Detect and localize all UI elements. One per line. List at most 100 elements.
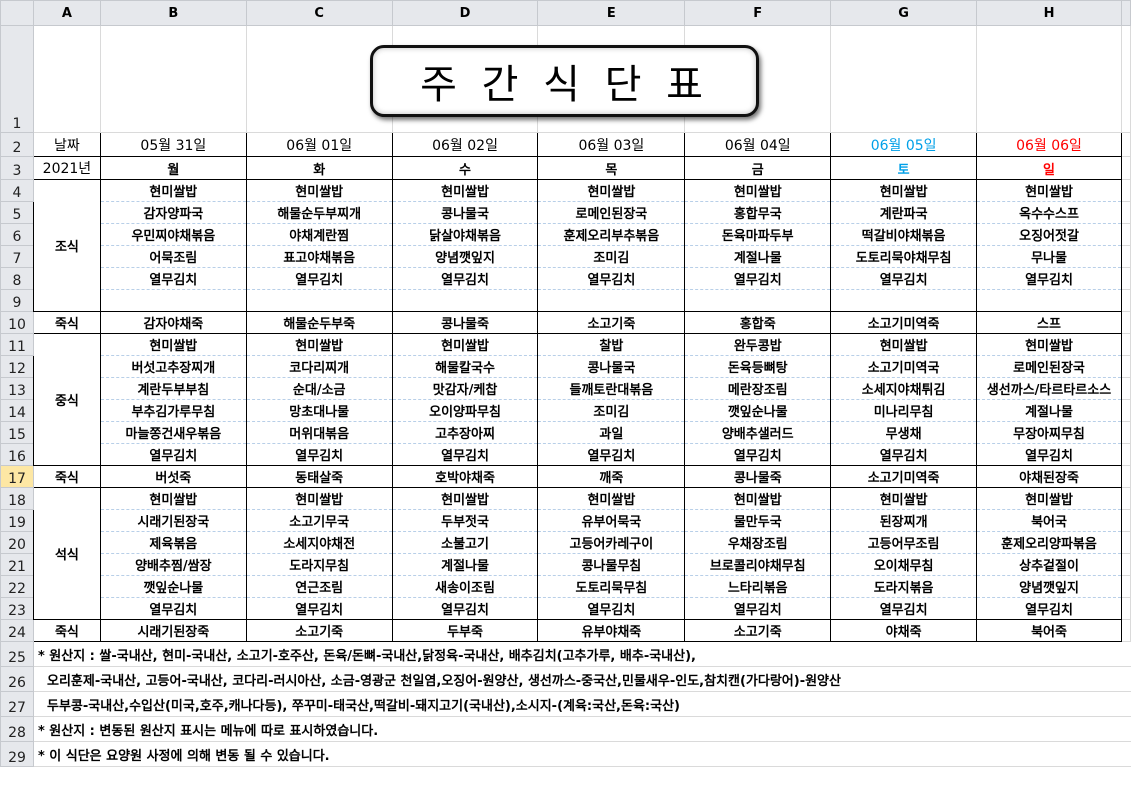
origin-note[interactable]: 두부콩-국내산,수입산(미국,호주,캐나다등), 쭈꾸미-태국산,떡갈비-돼지고…	[33, 691, 1131, 717]
menu-item-cell[interactable]: 열무김치	[976, 267, 1122, 290]
menu-item-cell[interactable]: 양념깻잎지	[976, 575, 1122, 598]
menu-item-cell[interactable]	[976, 289, 1122, 312]
menu-item-cell[interactable]: 상추겉절이	[976, 553, 1122, 576]
menu-item-cell[interactable]: 북어죽	[976, 619, 1122, 642]
menu-item-cell[interactable]: 새송이조림	[391, 575, 539, 598]
menu-item-cell[interactable]: 오이양파무침	[391, 399, 539, 422]
origin-note[interactable]: 오리훈제-국내산, 고등어-국내산, 코다리-러시아산, 소금-영광군 천일염,…	[33, 666, 1131, 692]
row-header[interactable]: 18	[0, 487, 34, 510]
menu-item-cell[interactable]: 현미쌀밥	[391, 487, 539, 510]
empty-cell[interactable]	[1120, 553, 1131, 576]
menu-item-cell[interactable]	[537, 289, 686, 312]
menu-item-cell[interactable]: 부추김가루무침	[99, 399, 247, 422]
menu-item-cell[interactable]: 된장찌개	[830, 509, 978, 532]
menu-item-cell[interactable]: 현미쌀밥	[830, 179, 978, 202]
menu-item-cell[interactable]: 오징어젓갈	[976, 223, 1122, 246]
empty-cell[interactable]	[1120, 575, 1131, 598]
menu-item-cell[interactable]: 도토리묵무침	[537, 575, 686, 598]
origin-note[interactable]: * 이 식단은 요양원 사정에 의해 변동 될 수 있습니다.	[33, 741, 1131, 767]
menu-item-cell[interactable]: 두부죽	[391, 619, 539, 642]
menu-item-cell[interactable]: 해물순두부죽	[245, 311, 393, 334]
menu-item-cell[interactable]: 마늘쫑건새우볶음	[99, 421, 247, 444]
menu-item-cell[interactable]: 열무김치	[830, 267, 978, 290]
row-header[interactable]: 9	[0, 289, 34, 312]
menu-item-cell[interactable]: 로메인된장국	[537, 201, 686, 224]
menu-item-cell[interactable]	[391, 289, 539, 312]
menu-item-cell[interactable]: 돈육등뼈탕	[684, 355, 832, 378]
menu-item-cell[interactable]: 과일	[537, 421, 686, 444]
empty-cell[interactable]	[1120, 289, 1131, 312]
column-header-D[interactable]: D	[391, 0, 539, 26]
column-header-overflow[interactable]	[1120, 0, 1131, 26]
row-header[interactable]: 15	[0, 421, 34, 444]
row-header[interactable]: 27	[0, 691, 34, 717]
menu-item-cell[interactable]: 소세지야채튀김	[830, 377, 978, 400]
row-header[interactable]: 6	[0, 223, 34, 246]
row-header[interactable]: 26	[0, 666, 34, 692]
row-header[interactable]: 20	[0, 531, 34, 554]
empty-cell[interactable]	[99, 25, 247, 133]
empty-cell[interactable]	[1120, 377, 1131, 400]
menu-item-cell[interactable]: 열무김치	[391, 597, 539, 620]
empty-cell[interactable]	[1120, 465, 1131, 488]
meal-label[interactable]: 조식	[32, 179, 101, 312]
row-header[interactable]: 22	[0, 575, 34, 598]
menu-item-cell[interactable]: 열무김치	[99, 443, 247, 466]
menu-item-cell[interactable]: 열무김치	[245, 267, 393, 290]
weekday-cell[interactable]: 화	[245, 156, 393, 180]
row-header[interactable]: 11	[0, 333, 34, 356]
menu-item-cell[interactable]: 계절나물	[391, 553, 539, 576]
empty-cell[interactable]	[1120, 443, 1131, 466]
menu-item-cell[interactable]: 찰밥	[537, 333, 686, 356]
column-header-F[interactable]: F	[684, 0, 832, 26]
meal-label[interactable]: 죽식	[32, 619, 101, 642]
menu-item-cell[interactable]: 미나리무침	[830, 399, 978, 422]
menu-item-cell[interactable]: 콩나물죽	[391, 311, 539, 334]
menu-item-cell[interactable]: 감자야채죽	[99, 311, 247, 334]
date-label[interactable]: 날짜	[32, 132, 101, 157]
menu-item-cell[interactable]: 동태살죽	[245, 465, 393, 488]
row-header[interactable]: 12	[0, 355, 34, 378]
date-cell[interactable]: 06월 06일	[976, 132, 1122, 157]
empty-cell[interactable]	[1120, 509, 1131, 532]
row-header[interactable]: 14	[0, 399, 34, 422]
menu-item-cell[interactable]: 유부야채죽	[537, 619, 686, 642]
menu-item-cell[interactable]: 생선까스/타르타르소스	[976, 377, 1122, 400]
row-header[interactable]: 4	[0, 179, 34, 202]
menu-item-cell[interactable]: 물만두국	[684, 509, 832, 532]
menu-item-cell[interactable]: 표고야채볶음	[245, 245, 393, 268]
menu-item-cell[interactable]: 돈육마파두부	[684, 223, 832, 246]
menu-item-cell[interactable]: 깨죽	[537, 465, 686, 488]
menu-item-cell[interactable]: 열무김치	[684, 597, 832, 620]
menu-item-cell[interactable]	[684, 289, 832, 312]
empty-cell[interactable]	[1120, 311, 1131, 334]
menu-item-cell[interactable]: 소고기죽	[537, 311, 686, 334]
menu-item-cell[interactable]: 도라지무침	[245, 553, 393, 576]
menu-item-cell[interactable]: 현미쌀밥	[976, 179, 1122, 202]
row-header[interactable]: 17	[0, 465, 34, 488]
menu-item-cell[interactable]: 소고기미역죽	[830, 465, 978, 488]
menu-item-cell[interactable]: 깻잎순나물	[684, 399, 832, 422]
menu-item-cell[interactable]: 닭살야채볶음	[391, 223, 539, 246]
menu-item-cell[interactable]: 야채죽	[830, 619, 978, 642]
row-header[interactable]: 24	[0, 619, 34, 642]
meal-label[interactable]: 죽식	[32, 311, 101, 334]
menu-item-cell[interactable]: 현미쌀밥	[99, 333, 247, 356]
menu-item-cell[interactable]: 코다리찌개	[245, 355, 393, 378]
menu-item-cell[interactable]: 야채된장죽	[976, 465, 1122, 488]
menu-item-cell[interactable]: 유부어묵국	[537, 509, 686, 532]
column-header-H[interactable]: H	[976, 0, 1122, 26]
row-header[interactable]: 3	[0, 156, 34, 180]
row-header[interactable]: 8	[0, 267, 34, 290]
menu-item-cell[interactable]: 순대/소금	[245, 377, 393, 400]
row-header[interactable]: 28	[0, 716, 34, 742]
menu-item-cell[interactable]: 해물순두부찌개	[245, 201, 393, 224]
menu-item-cell[interactable]: 도라지볶음	[830, 575, 978, 598]
menu-item-cell[interactable]: 시래기된장죽	[99, 619, 247, 642]
origin-note[interactable]: * 원산지 : 쌀-국내산, 현미-국내산, 소고기-호주산, 돈육/돈뼈-국내…	[33, 641, 1131, 667]
row-header[interactable]: 5	[0, 201, 34, 224]
menu-item-cell[interactable]: 콩나물죽	[684, 465, 832, 488]
menu-item-cell[interactable]: 계절나물	[684, 245, 832, 268]
menu-item-cell[interactable]: 느타리볶음	[684, 575, 832, 598]
